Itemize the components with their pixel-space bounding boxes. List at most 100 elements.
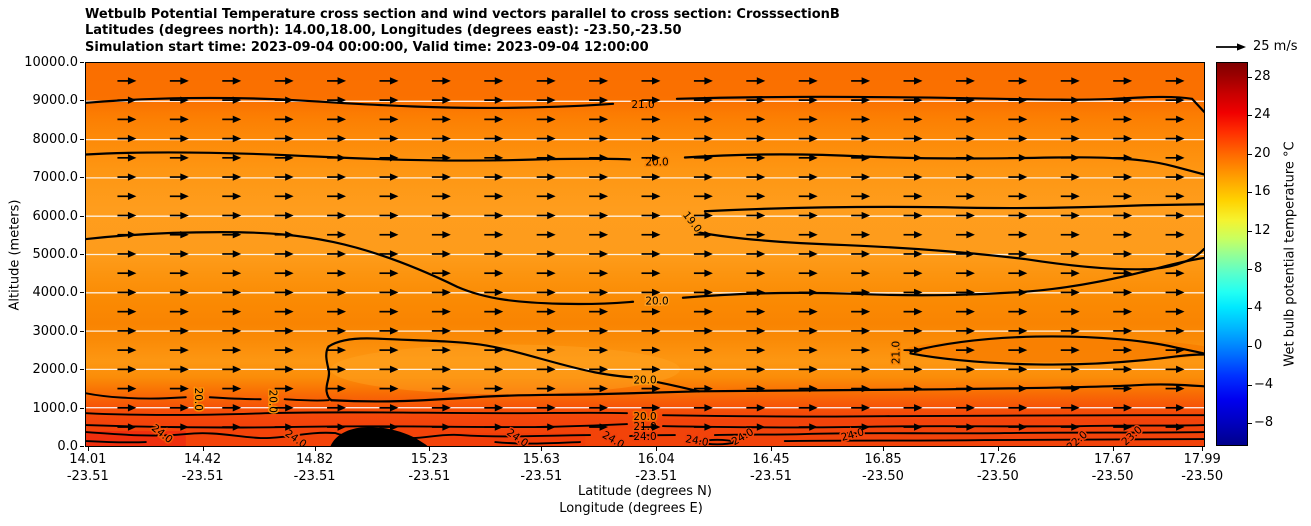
- wind-arrow-head: [1123, 96, 1133, 104]
- wind-arrow-head: [127, 288, 137, 297]
- wind-arrow-head: [1018, 154, 1028, 162]
- wind-arrow-head: [861, 346, 871, 354]
- wind-arrow-head: [547, 404, 556, 412]
- wind-arrow-head: [494, 384, 504, 393]
- wind-arrow-head: [1176, 77, 1185, 85]
- y-tick-mark: [80, 369, 84, 371]
- wind-arrow-head: [180, 231, 189, 239]
- wind-arrow-head: [861, 77, 871, 85]
- wind-arrow-head: [1071, 250, 1080, 258]
- x-tick-mark: [429, 447, 431, 451]
- wind-arrow-head: [1018, 384, 1028, 393]
- wind-arrow-head: [966, 96, 975, 104]
- wind-arrow-head: [651, 269, 661, 277]
- wind-arrow-head: [1123, 250, 1133, 258]
- contour-label: 24.0: [633, 431, 656, 443]
- wind-arrow-head: [442, 115, 451, 124]
- wind-arrow-head: [1176, 365, 1185, 374]
- wind-arrow-head: [127, 77, 137, 85]
- contour-line: [909, 352, 1204, 366]
- wind-arrow-head: [389, 384, 399, 393]
- wind-arrow-head: [494, 192, 504, 200]
- wind-arrow-head: [756, 269, 766, 277]
- wind-arrow-head: [651, 77, 661, 85]
- wind-arrow-head: [756, 307, 766, 316]
- wind-arrow-head: [389, 250, 399, 258]
- wind-arrow-head: [756, 404, 766, 412]
- y-tick-label: 2000.0: [32, 362, 79, 378]
- wind-arrow-head: [756, 346, 766, 354]
- wind-arrow-head: [861, 269, 871, 277]
- wind-arrow-head: [1018, 96, 1028, 104]
- surface-warm-core-fill: [330, 426, 428, 446]
- wind-arrow-head: [809, 192, 818, 200]
- wind-arrow-head: [1123, 288, 1133, 297]
- wind-arrow-head: [547, 365, 556, 374]
- wind-arrow-head: [914, 231, 923, 239]
- wind-arrow-head: [127, 115, 137, 124]
- wind-arrow-head: [1018, 173, 1028, 181]
- title-line-2: Latitudes (degrees north): 14.00,18.00, …: [85, 23, 682, 39]
- wind-arrow-head: [756, 134, 766, 143]
- wind-arrow-head: [809, 423, 818, 431]
- wind-arrow-head: [285, 173, 294, 181]
- wind-arrow-head: [180, 365, 189, 374]
- wind-arrow-head: [1123, 115, 1133, 124]
- contour-line: [208, 396, 262, 401]
- x-tick-latitude: 15.23: [410, 452, 448, 467]
- wind-arrow-head: [180, 134, 189, 143]
- wind-arrow-head: [704, 250, 713, 258]
- wind-arrow-head: [599, 423, 609, 431]
- colorbar-tick-mark: [1248, 269, 1252, 271]
- x-tick-label: 15.63 -23.51: [499, 452, 583, 485]
- wind-arrow-head: [966, 154, 975, 162]
- wind-arrow-head: [651, 192, 661, 200]
- x-tick-mark: [541, 447, 543, 451]
- wind-arrow-head: [1018, 365, 1028, 374]
- wind-arrow-head: [1123, 154, 1133, 162]
- wind-arrow-head: [809, 384, 818, 393]
- contour-line: [703, 203, 1204, 213]
- contour-label: 20.0: [645, 296, 668, 308]
- wind-arrow-head: [285, 404, 294, 412]
- wind-arrow-head: [285, 288, 294, 297]
- colorbar-title-wrap: Wet bulb potential temperature °C: [1274, 62, 1306, 446]
- wind-arrow-head: [442, 231, 451, 239]
- wind-arrow-head: [599, 231, 609, 239]
- wind-arrow-head: [704, 346, 713, 354]
- x-tick-mark: [87, 447, 89, 451]
- wind-arrow-head: [337, 154, 347, 162]
- wind-arrow-head: [861, 231, 871, 239]
- wind-arrow-head: [180, 269, 189, 277]
- x-tick-latitude: 17.67: [1093, 452, 1132, 467]
- wind-arrow-head: [914, 134, 923, 143]
- wind-arrow-head: [337, 269, 347, 277]
- x-tick-longitude: -23.50: [1091, 468, 1134, 484]
- wind-arrow-head: [966, 327, 975, 335]
- wind-arrow-head: [1176, 231, 1185, 239]
- y-tick-mark: [80, 138, 84, 140]
- wind-arrow-head: [127, 134, 137, 143]
- wind-arrow-head: [651, 115, 661, 124]
- wind-arrow-head: [180, 154, 189, 162]
- wind-arrow-head: [127, 307, 137, 316]
- wind-arrow-head: [285, 134, 294, 143]
- colorbar-tick-mark: [1248, 192, 1252, 194]
- wind-arrow-head: [914, 250, 923, 258]
- wind-arrow-head: [651, 288, 661, 297]
- wind-arrow-head: [1018, 192, 1028, 200]
- wind-arrow-head: [1018, 115, 1028, 124]
- wind-arrow-head: [599, 269, 609, 277]
- wind-arrow-head: [494, 307, 504, 316]
- colorbar-tick-mark: [1248, 423, 1252, 425]
- wind-arrow-head: [127, 423, 137, 431]
- x-tick-label: 14.82 -23.51: [273, 452, 357, 485]
- x-tick-label: 14.01 -23.51: [46, 452, 130, 485]
- wind-arrow-head: [494, 288, 504, 297]
- colorbar-tick-mark: [1248, 384, 1252, 386]
- wind-arrow-head: [232, 288, 242, 297]
- wind-arrow-head: [285, 96, 294, 104]
- wind-arrow-head: [547, 288, 556, 297]
- wind-arrow-head: [704, 423, 713, 431]
- wind-arrow-head: [861, 154, 871, 162]
